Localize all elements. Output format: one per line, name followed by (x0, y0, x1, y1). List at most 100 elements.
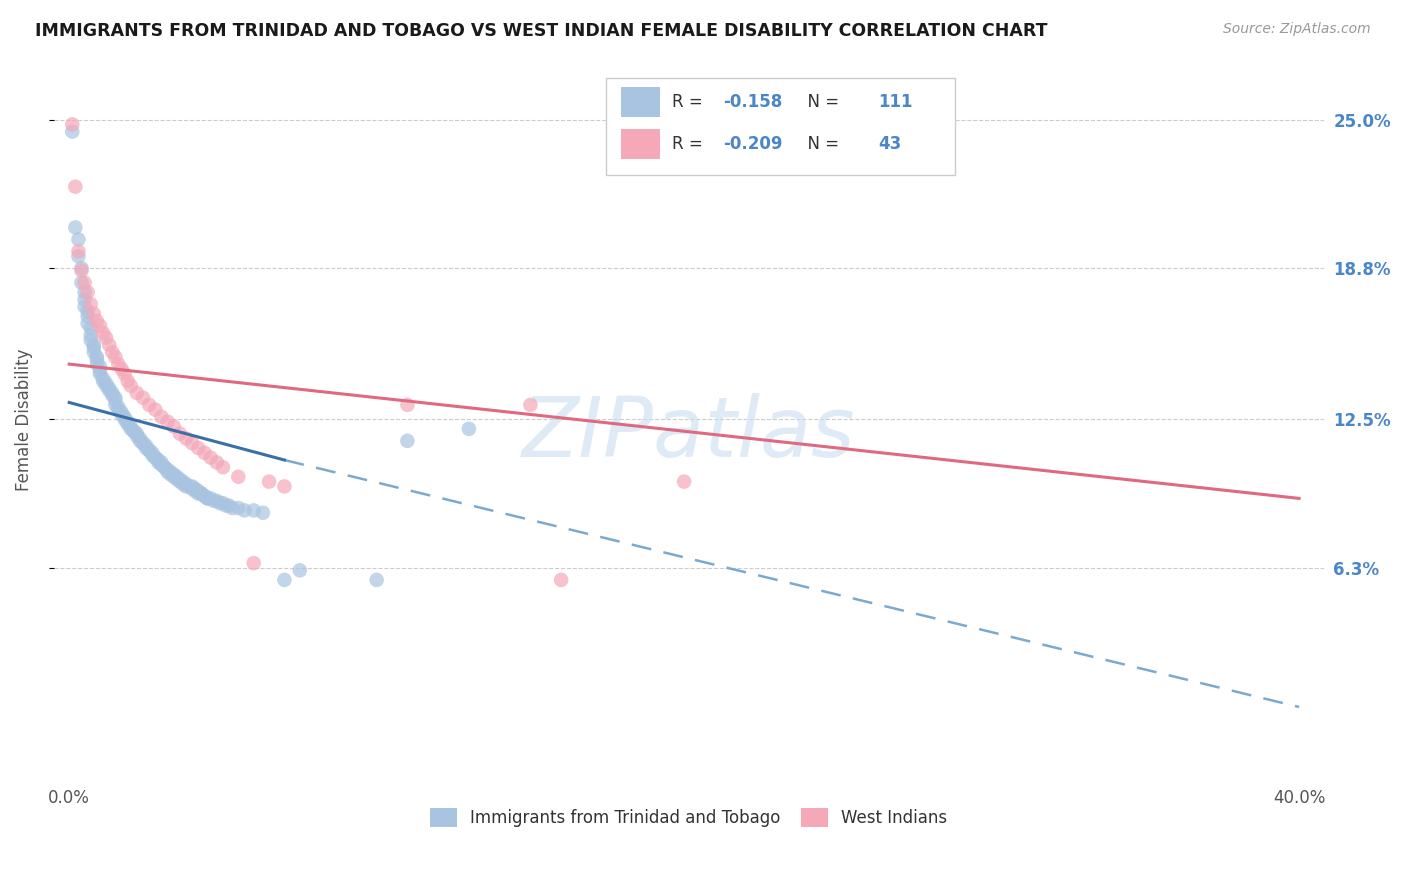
Point (70, 276, 93, 290)
Point (86, 350, 108, 364)
Point (83, 340, 105, 354)
Point (73, 293, 96, 307)
Point (181, 479, 204, 493)
Point (135, 441, 157, 455)
Point (148, 453, 170, 467)
Point (226, 470, 249, 484)
Point (104, 398, 127, 412)
Point (396, 398, 419, 412)
Point (122, 424, 145, 438)
Point (83, 338, 105, 352)
Text: N =: N = (797, 93, 844, 111)
Point (76, 309, 98, 323)
Point (117, 374, 139, 388)
Point (143, 450, 166, 465)
Point (208, 496, 231, 510)
Point (80, 297, 103, 311)
Point (94, 378, 117, 392)
Point (67, 232, 90, 246)
Point (83, 307, 105, 321)
Point (187, 441, 209, 455)
Point (156, 415, 179, 429)
Point (107, 357, 129, 371)
Point (143, 402, 166, 417)
Point (107, 401, 129, 415)
Point (110, 405, 132, 419)
Point (257, 475, 280, 489)
Point (120, 422, 142, 436)
Text: R =: R = (672, 135, 709, 153)
Point (98, 384, 121, 398)
Point (166, 472, 188, 486)
Point (143, 450, 166, 465)
Point (233, 503, 256, 517)
Point (129, 434, 152, 448)
Point (150, 458, 173, 472)
Point (89, 359, 111, 374)
Point (153, 460, 176, 475)
Point (104, 393, 127, 408)
Point (101, 388, 124, 402)
Point (200, 450, 222, 465)
Point (114, 409, 136, 424)
Text: -0.209: -0.209 (723, 135, 783, 153)
Point (197, 491, 219, 506)
Point (104, 391, 127, 405)
Point (212, 496, 235, 510)
Point (215, 499, 238, 513)
Point (104, 350, 127, 364)
Point (169, 475, 191, 489)
Point (98, 338, 121, 352)
Text: R =: R = (672, 93, 709, 111)
Point (91, 371, 114, 385)
Point (172, 475, 194, 489)
Point (163, 470, 186, 484)
Point (132, 391, 155, 405)
Point (89, 318, 111, 333)
Point (80, 328, 103, 343)
Point (125, 429, 148, 443)
Point (101, 385, 124, 400)
Text: -0.158: -0.158 (723, 93, 782, 111)
Point (89, 364, 111, 378)
Point (197, 491, 219, 506)
Point (76, 316, 98, 330)
Legend: Immigrants from Trinidad and Tobago, West Indians: Immigrants from Trinidad and Tobago, Wes… (422, 799, 955, 835)
Point (86, 357, 108, 371)
Point (138, 443, 160, 458)
Point (166, 470, 188, 484)
Point (65, 220, 87, 235)
Text: ZIPatlas: ZIPatlas (522, 393, 856, 475)
Point (141, 446, 163, 460)
Point (193, 489, 215, 503)
Point (273, 479, 295, 493)
Point (205, 493, 228, 508)
Point (519, 398, 541, 412)
FancyBboxPatch shape (621, 128, 659, 159)
Point (141, 448, 163, 462)
Point (73, 285, 96, 300)
Point (117, 417, 139, 431)
Point (163, 419, 186, 434)
Point (212, 460, 235, 475)
Point (273, 573, 295, 587)
Point (174, 432, 197, 446)
Point (159, 465, 181, 479)
Point (107, 402, 129, 417)
Point (159, 467, 181, 482)
Point (190, 486, 212, 500)
Point (184, 484, 207, 499)
Text: 43: 43 (877, 135, 901, 153)
Point (86, 314, 108, 328)
Text: Source: ZipAtlas.com: Source: ZipAtlas.com (1223, 22, 1371, 37)
Point (132, 436, 155, 450)
Point (94, 331, 117, 345)
Point (76, 285, 98, 300)
Point (120, 419, 142, 434)
Point (125, 426, 148, 441)
Point (132, 436, 155, 450)
Point (120, 378, 142, 392)
Point (218, 499, 240, 513)
Point (60, 124, 83, 138)
Point (221, 500, 243, 515)
